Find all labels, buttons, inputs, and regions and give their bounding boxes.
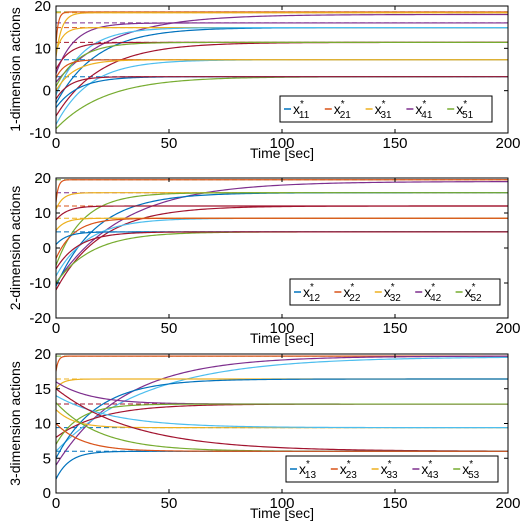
- legend: x* 13 x* 23 x* 33 x* 43 x* 53: [285, 455, 499, 483]
- trajectory-line-5: [56, 378, 508, 459]
- y-tick-label: 10: [34, 205, 51, 222]
- y-tick-label: 0: [43, 240, 51, 257]
- trajectory-line-7: [56, 26, 508, 96]
- x-tick-label: 0: [52, 495, 60, 512]
- trajectory-lines: [56, 355, 508, 480]
- trajectory-line-8: [56, 217, 508, 277]
- legend-box: [279, 95, 493, 123]
- trajectory-line-10: [56, 217, 508, 259]
- y-tick-label: 20: [34, 0, 51, 15]
- y-tick-label: 20: [34, 170, 51, 187]
- x-tick-label: 0: [52, 320, 60, 337]
- trajectory-line-14: [56, 423, 508, 452]
- trajectory-line-10: [56, 395, 508, 429]
- x-tick-label: 100: [269, 495, 294, 512]
- trajectory-line-6: [56, 26, 508, 104]
- x-tick-label: 200: [495, 320, 520, 337]
- x-tick-label: 150: [382, 495, 407, 512]
- trajectory-line-10: [56, 41, 508, 87]
- y-tick-label: 0: [43, 485, 51, 502]
- trajectory-line-7: [56, 381, 508, 405]
- trajectory-line-4: [56, 378, 508, 390]
- y-tick-label: 10: [34, 416, 51, 433]
- trajectory-line-16: [56, 76, 508, 100]
- trajectory-line-3: [56, 356, 508, 452]
- trajectory-line-11: [56, 231, 508, 284]
- trajectory-line-8: [56, 403, 508, 445]
- x-tick-label: 50: [161, 320, 178, 337]
- trajectory-line-1: [56, 11, 508, 45]
- y-tick-label: -10: [29, 125, 51, 142]
- trajectory-line-13: [56, 59, 508, 91]
- x-tick-label: 100: [269, 135, 294, 152]
- x-axis-label: Time [sec]: [250, 505, 314, 521]
- trajectory-line-6: [56, 403, 508, 438]
- trajectory-line-3: [56, 13, 508, 83]
- x-tick-label: 200: [495, 495, 520, 512]
- trajectory-line-2: [56, 12, 508, 57]
- y-tick-label: 5: [43, 450, 51, 467]
- legend-box: [289, 278, 501, 306]
- y-tick-label: -20: [29, 310, 51, 327]
- trajectory-line-1: [56, 355, 508, 372]
- trajectory-lines: [56, 179, 508, 291]
- legend: x* 11 x* 21 x* 31 x* 41 x* 51: [279, 95, 493, 123]
- trajectory-line-5: [56, 26, 508, 53]
- x-tick-label: 200: [495, 135, 520, 152]
- x-axis-label: Time [sec]: [250, 330, 314, 346]
- y-axis-label: 2-dimension actions: [7, 186, 23, 311]
- y-tick-label: -10: [29, 275, 51, 292]
- y-tick-label: 15: [34, 381, 51, 398]
- trajectory-line-8: [56, 41, 508, 70]
- legend-box: [285, 455, 499, 483]
- x-tick-label: 100: [269, 320, 294, 337]
- chart-panel-3: 0 50 100 150 200 0 5 10 15 20 Time [sec] 3-dimensio…: [7, 346, 521, 521]
- x-tick-label: 150: [382, 135, 407, 152]
- x-tick-label: 0: [52, 135, 60, 152]
- x-tick-label: 150: [382, 320, 407, 337]
- trajectory-line-7: [56, 205, 508, 291]
- y-axis-label: 3-dimension actions: [7, 361, 23, 486]
- x-tick-label: 50: [161, 495, 178, 512]
- y-tick-label: 20: [34, 346, 51, 363]
- trajectory-line-5: [56, 192, 508, 266]
- y-tick-label: 0: [43, 83, 51, 100]
- trajectory-line-1: [56, 179, 508, 203]
- chart-panel-2: 0 50 100 150 200 -20 -10 0 10 20 Time [sec] 2-dimen…: [7, 170, 521, 346]
- x-tick-label: 50: [161, 135, 178, 152]
- x-axis-label: Time [sec]: [250, 145, 314, 161]
- trajectory-line-13: [56, 231, 508, 270]
- trajectory-line-11: [56, 388, 508, 452]
- y-tick-label: 10: [34, 40, 51, 57]
- trajectory-lines: [56, 11, 508, 130]
- legend: x* 12 x* 22 x* 32 x* 42 x* 52: [289, 278, 501, 306]
- trajectory-line-4: [56, 22, 508, 74]
- y-axis-label: 1-dimension actions: [7, 7, 23, 132]
- trajectory-line-2: [56, 355, 508, 466]
